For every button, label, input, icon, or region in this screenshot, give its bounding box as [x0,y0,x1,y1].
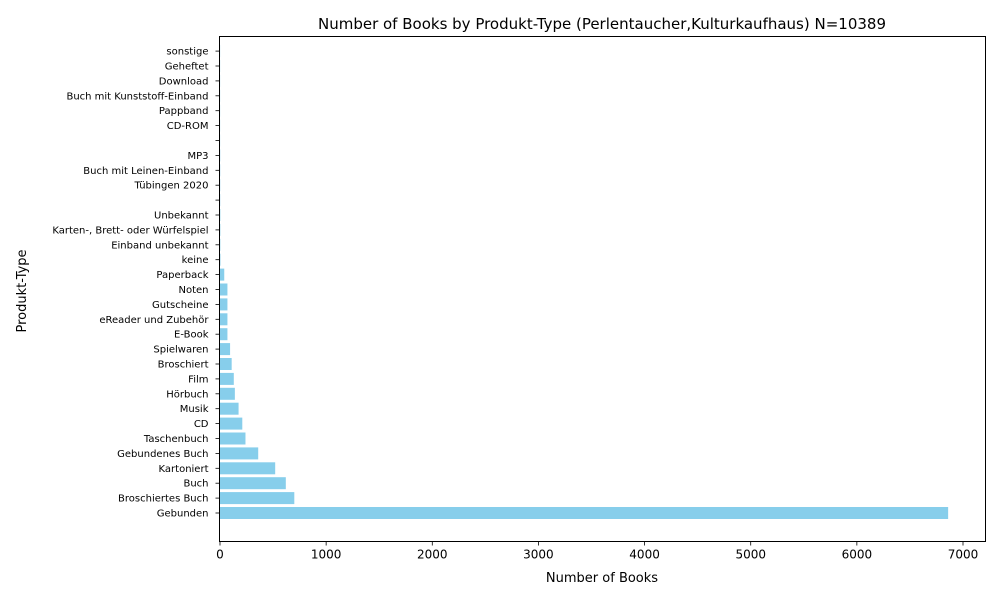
y-tick-marks [215,50,220,514]
y-tick-label: MP3 [187,151,208,162]
y-tick-label: Paperback [156,270,208,281]
bar [220,387,235,400]
y-tick-label: sonstige [166,47,208,58]
bar [220,343,231,356]
y-tick-label: Gutscheine [152,300,208,311]
y-tick-label: keine [182,255,209,266]
bar [220,432,246,445]
bar [220,447,259,460]
x-axis-label: Number of Books [546,571,658,586]
bar [220,417,243,430]
y-tick-label: Broschiert [158,360,209,371]
y-tick-label: Tübingen 2020 [133,181,208,192]
plot-frame [219,36,986,542]
y-axis-label: Produkt-Type [15,249,30,332]
y-tick-label: Hörbuch [166,389,208,400]
y-tick-label: Buch [183,479,208,490]
x-tick-label: 0 [216,548,224,562]
bar [220,298,228,311]
y-tick-label: Kartoniert [159,464,209,475]
y-tick-label: Musik [180,404,209,415]
x-ticks: 0 1000 2000 3000 4000 5000 6000 7000 [216,541,979,562]
bar [220,358,232,370]
y-tick-label: CD-ROM [167,121,209,132]
y-tick-label: Taschenbuch [143,434,209,445]
x-tick-label: 5000 [735,548,766,562]
x-tick-label: 1000 [311,548,342,562]
bar [220,313,228,326]
y-tick-label: Karten-, Brett- oder Würfelspiel [52,225,208,236]
y-tick-label: Einband unbekannt [111,240,208,251]
bar [220,283,228,296]
bar [220,328,228,341]
x-tick-label: 7000 [948,548,979,562]
y-tick-label: Pappband [159,106,209,117]
x-tick-label: 3000 [523,548,554,562]
bar [220,402,239,415]
y-tick-labels: Gebunden Broschiertes Buch Buch Kartoniert G… [52,47,209,520]
bar [220,372,234,385]
bar [220,492,295,505]
chart-title: Number of Books by Produkt-Type (Perlent… [318,15,886,33]
bar [220,507,949,519]
y-tick-label: E-Book [174,330,209,341]
bars-group [220,45,949,519]
bar [220,477,286,490]
y-tick-label: Noten [178,285,208,296]
x-tick-label: 2000 [417,548,448,562]
y-tick-label: Gebunden [157,509,209,520]
bar [220,268,225,281]
x-tick-label: 4000 [629,548,660,562]
y-tick-label: Film [188,374,208,385]
y-tick-label: Gebundenes Buch [117,449,208,460]
x-tick-label: 6000 [842,548,873,562]
y-tick-label: Buch mit Kunststoff-Einband [66,91,208,102]
y-tick-label: eReader und Zubehör [99,315,209,326]
y-tick-label: Buch mit Leinen-Einband [83,166,208,177]
y-tick-label: CD [194,419,209,430]
bar [220,462,276,475]
y-tick-label: Unbekannt [154,211,209,222]
y-tick-label: Download [159,76,209,87]
y-tick-label: Geheftet [165,62,209,73]
y-tick-label: Broschiertes Buch [118,494,208,505]
y-tick-label: Spielwaren [153,345,208,356]
